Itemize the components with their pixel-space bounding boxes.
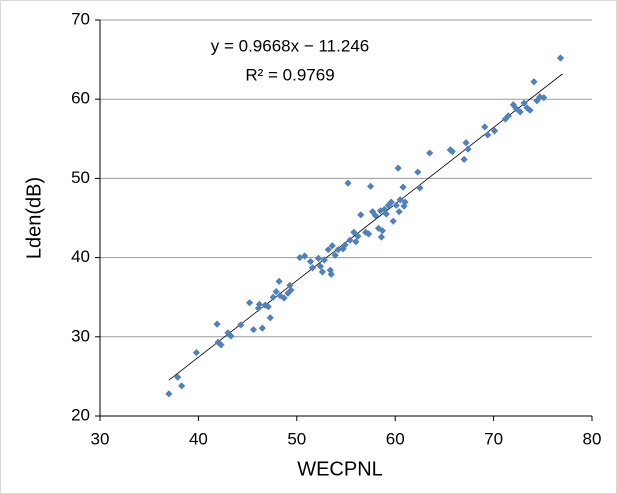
- point: [306, 257, 315, 266]
- point: [382, 210, 390, 218]
- point: [357, 211, 365, 219]
- y-tick-label: 20: [71, 405, 90, 424]
- point: [237, 321, 245, 329]
- point: [526, 106, 534, 114]
- y-tick-label: 40: [71, 247, 90, 266]
- point: [245, 299, 254, 307]
- point: [354, 232, 362, 240]
- point: [326, 266, 334, 274]
- point: [365, 230, 373, 238]
- y-tick-label: 50: [71, 168, 90, 187]
- point: [392, 201, 400, 209]
- point: [318, 268, 326, 276]
- point: [394, 164, 402, 172]
- point: [334, 246, 342, 254]
- point: [504, 112, 512, 120]
- point: [556, 54, 565, 62]
- point: [276, 292, 284, 300]
- point: [258, 324, 266, 332]
- point: [350, 228, 358, 236]
- point: [324, 246, 332, 254]
- point: [399, 183, 407, 191]
- point: [540, 94, 548, 102]
- point: [280, 294, 288, 302]
- x-tick-label: 60: [386, 429, 405, 448]
- point: [308, 264, 317, 272]
- equation: y = 0.9668x − 11.246: [211, 36, 369, 55]
- point: [178, 382, 186, 390]
- point: [286, 281, 294, 289]
- point: [327, 270, 335, 278]
- point: [416, 184, 424, 192]
- y-axis-title: Lden(dB): [23, 177, 45, 259]
- point: [266, 314, 274, 322]
- point: [272, 288, 280, 296]
- y-tick-label: 70: [71, 9, 90, 28]
- point: [377, 233, 386, 241]
- y-tick-label: 60: [71, 89, 90, 108]
- point: [401, 198, 409, 206]
- y-tick-label: 30: [71, 326, 90, 345]
- point: [341, 241, 349, 249]
- point: [316, 262, 325, 270]
- point: [380, 205, 388, 213]
- point: [269, 293, 277, 301]
- point: [367, 182, 375, 190]
- trendline: [168, 73, 563, 381]
- point: [174, 373, 182, 381]
- point: [389, 217, 397, 225]
- point: [344, 179, 352, 187]
- point: [462, 139, 470, 147]
- x-axis-title: WECPNL: [297, 458, 383, 480]
- point: [301, 252, 309, 260]
- point: [371, 212, 380, 220]
- point: [387, 198, 395, 206]
- point: [352, 238, 360, 246]
- point: [192, 349, 201, 357]
- point: [395, 208, 403, 216]
- r-squared: R² = 0.9769: [245, 65, 334, 84]
- point: [287, 286, 295, 294]
- point: [374, 224, 383, 232]
- point: [264, 303, 272, 311]
- point: [224, 329, 232, 337]
- x-tick-label: 70: [484, 429, 503, 448]
- point: [530, 78, 538, 86]
- point: [481, 123, 489, 131]
- point: [501, 115, 510, 123]
- point: [217, 341, 225, 349]
- point: [249, 326, 258, 334]
- point: [328, 242, 336, 250]
- x-tick-label: 30: [91, 429, 110, 448]
- point: [339, 245, 347, 253]
- point: [484, 131, 492, 139]
- point: [165, 390, 173, 398]
- point: [426, 149, 434, 157]
- x-tick-label: 40: [189, 429, 208, 448]
- point: [213, 320, 221, 328]
- point: [400, 202, 408, 210]
- point: [516, 108, 524, 116]
- point: [346, 236, 354, 244]
- point: [396, 196, 404, 204]
- point: [254, 304, 263, 312]
- x-tick-label: 80: [583, 429, 602, 448]
- point: [284, 289, 292, 297]
- point: [490, 127, 499, 135]
- point: [464, 145, 472, 153]
- point: [227, 332, 235, 340]
- point: [448, 147, 456, 156]
- point: [460, 155, 468, 163]
- point: [275, 277, 283, 285]
- x-tick-label: 50: [287, 429, 306, 448]
- point: [378, 227, 387, 235]
- point: [314, 254, 323, 262]
- point: [320, 256, 328, 264]
- point: [414, 168, 422, 176]
- point: [520, 99, 528, 107]
- point: [331, 251, 339, 259]
